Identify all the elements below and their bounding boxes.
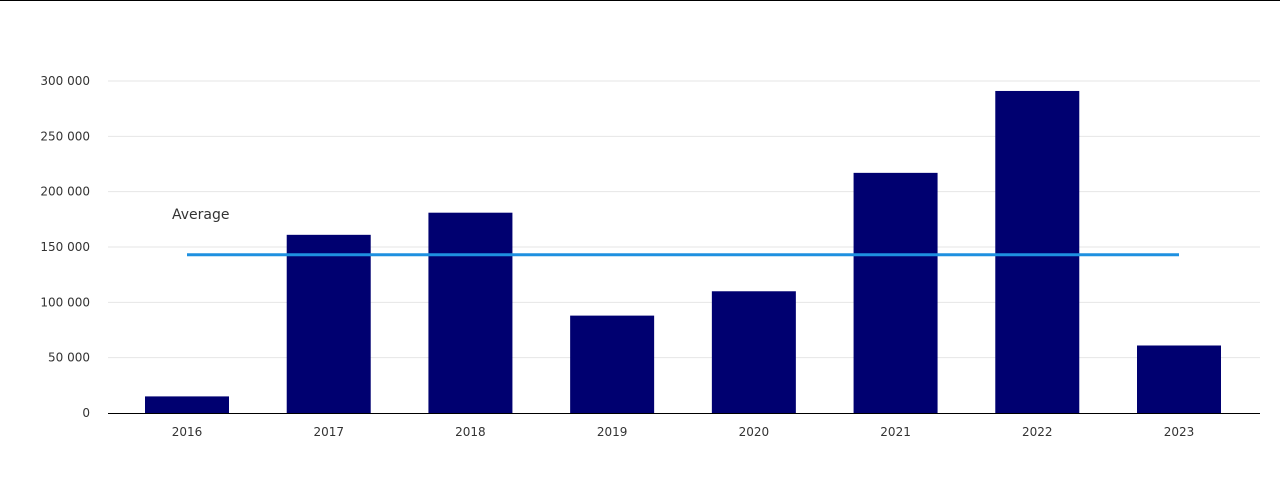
- x-tick-label: 2018: [455, 425, 486, 439]
- x-tick-label: 2022: [1022, 425, 1053, 439]
- grid-lines: [108, 80, 1260, 359]
- x-tick-label: 2021: [880, 425, 911, 439]
- bar-2016: [145, 396, 229, 413]
- bar-2019: [570, 315, 655, 413]
- bar-2021: [853, 172, 938, 413]
- y-tick-label: 50 000: [48, 351, 90, 365]
- y-tick-label: 100 000: [40, 295, 90, 309]
- x-tick-label: 2023: [1164, 425, 1195, 439]
- y-tick-label: 200 000: [40, 185, 90, 199]
- x-tick-label: 2017: [313, 425, 344, 439]
- x-tick-label: 2016: [172, 425, 203, 439]
- bar-2020: [711, 291, 796, 413]
- x-axis-ticks: 2016 2017 2018 2019 2020 2021 2022 2023: [172, 425, 1195, 439]
- x-tick-label: 2019: [597, 425, 628, 439]
- bar-2023: [1137, 345, 1221, 413]
- bars: [145, 90, 1221, 414]
- y-tick-label: 250 000: [40, 129, 90, 143]
- y-tick-label: 0: [82, 406, 90, 420]
- bar-2022: [995, 90, 1080, 414]
- y-tick-label: 300 000: [40, 74, 90, 88]
- y-tick-label: 150 000: [40, 240, 90, 254]
- y-axis-ticks: 0 50 000 100 000 150 000 200 000 250 000 300 0…: [40, 74, 90, 420]
- bar-2018: [428, 212, 513, 413]
- bar-2017: [286, 234, 371, 413]
- x-tick-label: 2020: [739, 425, 770, 439]
- average-label: Average: [172, 207, 230, 223]
- top-rule: [0, 0, 1280, 1]
